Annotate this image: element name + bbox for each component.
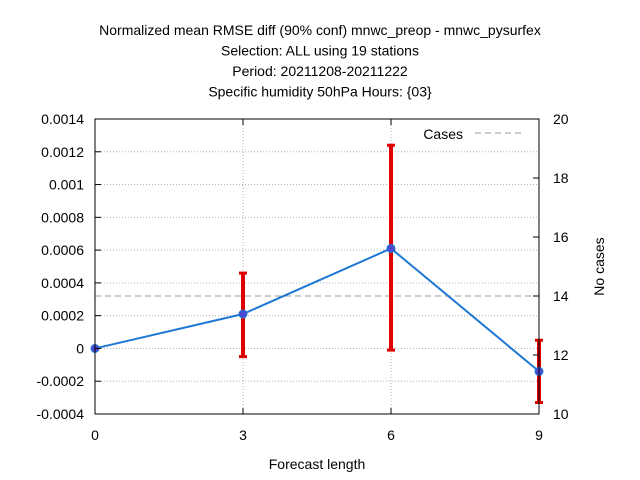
legend-label-cases: Cases bbox=[423, 126, 463, 142]
y-tick-label: 0.0014 bbox=[41, 111, 84, 127]
y2-tick-label: 10 bbox=[553, 406, 569, 422]
y-tick-label: 0.0006 bbox=[41, 242, 84, 258]
plot-frame bbox=[94, 118, 540, 415]
y-tick-label: 0.0012 bbox=[41, 144, 84, 160]
x-tick-label: 9 bbox=[535, 427, 543, 443]
y2-tick-label: 14 bbox=[553, 288, 569, 304]
y-tick-label: 0.0004 bbox=[41, 275, 84, 291]
y-tick-label: 0 bbox=[76, 340, 84, 356]
data-point bbox=[386, 243, 396, 253]
y-tick-label: -0.0004 bbox=[37, 406, 85, 422]
y2-tick-label: 20 bbox=[553, 111, 569, 127]
y-axis-ticks: -0.0004 -0.0002 0 0.0002 0.0004 0.0006 0.0008 0… bbox=[37, 111, 101, 422]
grid bbox=[95, 119, 539, 414]
y2-tick-label: 12 bbox=[553, 347, 569, 363]
x-tick-label: 6 bbox=[387, 427, 395, 443]
y2-tick-label: 18 bbox=[553, 170, 569, 186]
y-tick-label: 0.001 bbox=[49, 177, 84, 193]
chart-title-line-1: Normalized mean RMSE diff (90% conf) mnw… bbox=[99, 22, 541, 38]
series-line bbox=[94, 247, 540, 373]
chart-title-line-4: Specific humidity 50hPa Hours: {03} bbox=[208, 84, 432, 100]
x-tick-label: 0 bbox=[91, 427, 99, 443]
y-tick-label: 0.0002 bbox=[41, 308, 84, 324]
x-axis-label: Forecast length bbox=[269, 456, 366, 472]
data-series bbox=[90, 143, 544, 405]
y2-axis-ticks: 10 12 14 16 18 20 bbox=[533, 111, 569, 422]
chart-title: Normalized mean RMSE diff (90% conf) mnw… bbox=[99, 22, 541, 100]
data-point bbox=[238, 309, 248, 319]
y2-axis-label: No cases bbox=[591, 237, 607, 295]
chart-title-line-2: Selection: ALL using 19 stations bbox=[221, 43, 419, 59]
y2-tick-label: 16 bbox=[553, 229, 569, 245]
legend: Cases bbox=[423, 126, 521, 142]
y-tick-label: -0.0002 bbox=[37, 373, 85, 389]
y-tick-label: 0.0008 bbox=[41, 209, 84, 225]
x-tick-label: 3 bbox=[239, 427, 247, 443]
chart-title-line-3: Period: 20211208-20211222 bbox=[232, 63, 408, 79]
x-axis-ticks: 0 3 6 9 bbox=[91, 119, 543, 443]
